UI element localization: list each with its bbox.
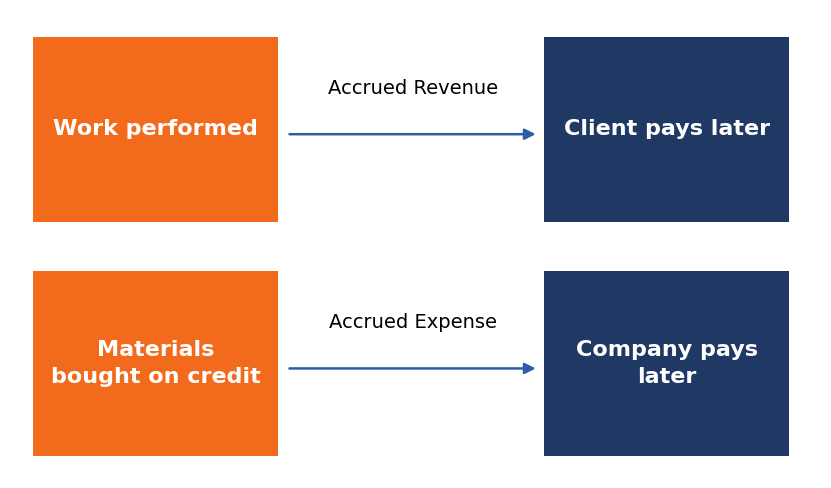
Text: Work performed: Work performed bbox=[53, 120, 258, 139]
Text: Materials
bought on credit: Materials bought on credit bbox=[51, 340, 261, 387]
Text: Accrued Revenue: Accrued Revenue bbox=[327, 79, 498, 98]
Bar bbox=[544, 271, 789, 456]
Text: Accrued Expense: Accrued Expense bbox=[328, 313, 497, 332]
Bar bbox=[544, 37, 789, 222]
Bar bbox=[33, 271, 278, 456]
Bar bbox=[33, 37, 278, 222]
Text: Client pays later: Client pays later bbox=[563, 120, 770, 139]
Text: Company pays
later: Company pays later bbox=[576, 340, 758, 387]
